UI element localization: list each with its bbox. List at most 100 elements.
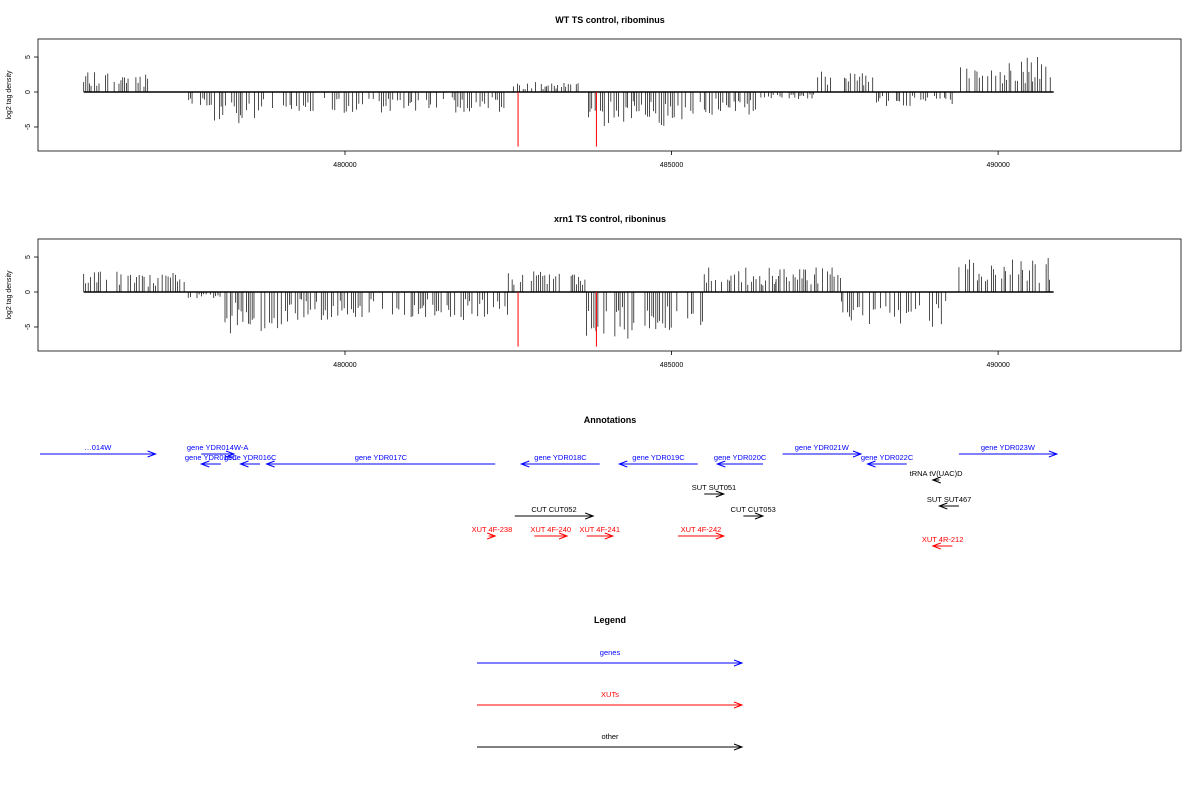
feature-label: SUT SUT051 [692,483,736,492]
feature-arrow-head [931,476,941,484]
annotation-feature[interactable]: gene YDR022C [861,453,914,468]
x-tick-label: 485000 [660,362,683,369]
annotation-feature[interactable]: gene YDR020C [714,453,767,468]
annotation-feature[interactable]: CUT CUT053 [731,505,776,520]
feature-label: gene YDR021W [795,443,850,452]
annotation-feature[interactable]: gene YDR015C [185,453,238,468]
legend-arrow-head [733,701,744,709]
legend-entry: XUTs [477,690,744,709]
feature-arrow-head [852,450,863,458]
feature-arrow-head [715,532,726,540]
y-axis-wt: -5 0 5 [25,55,39,130]
panel-title-xrn1: xrn1 TS control, riboninus [554,214,666,224]
x-tick-label: 480000 [333,362,356,369]
feature-label: CUT CUT053 [731,505,776,514]
y-tick-label: 0 [25,90,32,94]
annotation-feature[interactable]: gene YDR017C [265,453,496,468]
annotation-feature[interactable]: gene YDR014W-A [187,443,248,458]
feature-arrow-head [617,460,628,468]
feature-label: XUT 4F-240 [530,525,571,534]
legend-label: other [601,732,619,741]
panel-title-wt: WT TS control, ribominus [555,15,665,25]
annotation-feature[interactable]: XUT 4F-241 [579,525,620,540]
legend-title: Legend [594,615,626,625]
bars-wt [83,57,1054,147]
annotation-feature[interactable]: SUT SUT467 [927,495,971,510]
legend-label: XUTs [601,690,619,699]
feature-label: XUT 4F-242 [681,525,722,534]
feature-label: XUT 4R-212 [922,535,964,544]
feature-label: gene YDR019C [632,453,685,462]
x-axis-wt: 480000 485000 490000 [333,151,1010,169]
feature-label: gene YDR018C [534,453,587,462]
feature-arrow-head [1048,450,1059,458]
legend-label: genes [600,648,621,657]
feature-label: …014W [84,443,112,452]
annotation-feature[interactable]: XUT 4F-238 [472,525,513,540]
legend-arrow-head [733,659,744,667]
feature-arrow-head [239,460,249,468]
feature-arrow-head [715,490,726,498]
feature-label: XUT 4F-238 [472,525,513,534]
feature-label: XUT 4F-241 [579,525,620,534]
y-tick-label: 5 [25,55,32,59]
feature-arrow-head [715,460,726,468]
annotation-feature[interactable]: SUT SUT051 [692,483,736,498]
feature-arrow-head [265,460,275,468]
y-axis-label-wt: log2 tag density [6,70,13,120]
feature-label: gene YDR023W [981,443,1036,452]
feature-arrow-head [199,460,210,468]
y-tick-label: 0 [25,290,32,294]
legend-entries: genes XUTs other [477,648,744,751]
x-tick-label: 480000 [333,162,356,169]
annotation-feature[interactable]: …014W [40,443,157,458]
legend-panel: Legend genes XUTs other [477,615,744,751]
plot-frame-xrn1 [37,238,1182,352]
feature-arrow-head [931,542,941,550]
feature-label: gene YDR020C [714,453,767,462]
feature-arrow-head [754,512,765,520]
annotation-feature[interactable]: gene YDR021W [782,443,863,458]
feature-label: gene YDR022C [861,453,914,462]
feature-arrow-head [584,512,595,520]
panel-wt: WT TS control, ribominus log2 tag densit… [6,15,1182,169]
feature-arrow-head [937,502,948,510]
feature-arrow-head [147,450,157,458]
y-tick-label: -5 [25,124,32,130]
feature-label: CUT CUT052 [531,505,576,514]
annotation-feature[interactable]: gene YDR018C [519,453,600,468]
annotation-feature[interactable]: gene YDR023W [958,443,1059,458]
y-tick-label: -5 [25,324,32,330]
feature-arrow-head [225,450,236,458]
feature-label: gene YDR017C [355,453,408,462]
x-axis-xrn1: 480000 485000 490000 [333,351,1010,369]
feature-label: gene YDR015C [185,453,238,462]
annotation-feature[interactable]: gene YDR016C [224,453,277,468]
feature-arrow-head [558,532,569,540]
panel-xrn1: xrn1 TS control, riboninus log2 tag dens… [6,214,1182,369]
annotation-feature[interactable]: XUT 4F-242 [678,525,726,540]
annotation-feature[interactable]: XUT 4R-212 [922,535,964,550]
annotations-title: Annotations [584,415,637,425]
legend-arrow-head [733,743,744,751]
feature-label: tRNA tV(UAC)D [910,469,964,478]
x-tick-label: 490000 [986,162,1009,169]
bars-xrn1 [83,257,1054,347]
feature-arrow-head [866,460,876,468]
annotation-feature[interactable]: tRNA tV(UAC)D [910,469,964,484]
x-tick-label: 490000 [986,362,1009,369]
annotation-feature[interactable]: CUT CUT052 [514,505,595,520]
feature-label: gene YDR014W-A [187,443,248,452]
feature-arrow-head [519,460,530,468]
legend-entry: other [477,732,744,751]
y-tick-label: 5 [25,255,32,259]
annotation-feature[interactable]: gene YDR019C [617,453,698,468]
feature-label: gene YDR016C [224,453,277,462]
x-tick-label: 485000 [660,162,683,169]
legend-entry: genes [477,648,744,667]
annotation-feature[interactable]: XUT 4F-240 [530,525,571,540]
y-axis-xrn1: -5 0 5 [25,255,39,330]
